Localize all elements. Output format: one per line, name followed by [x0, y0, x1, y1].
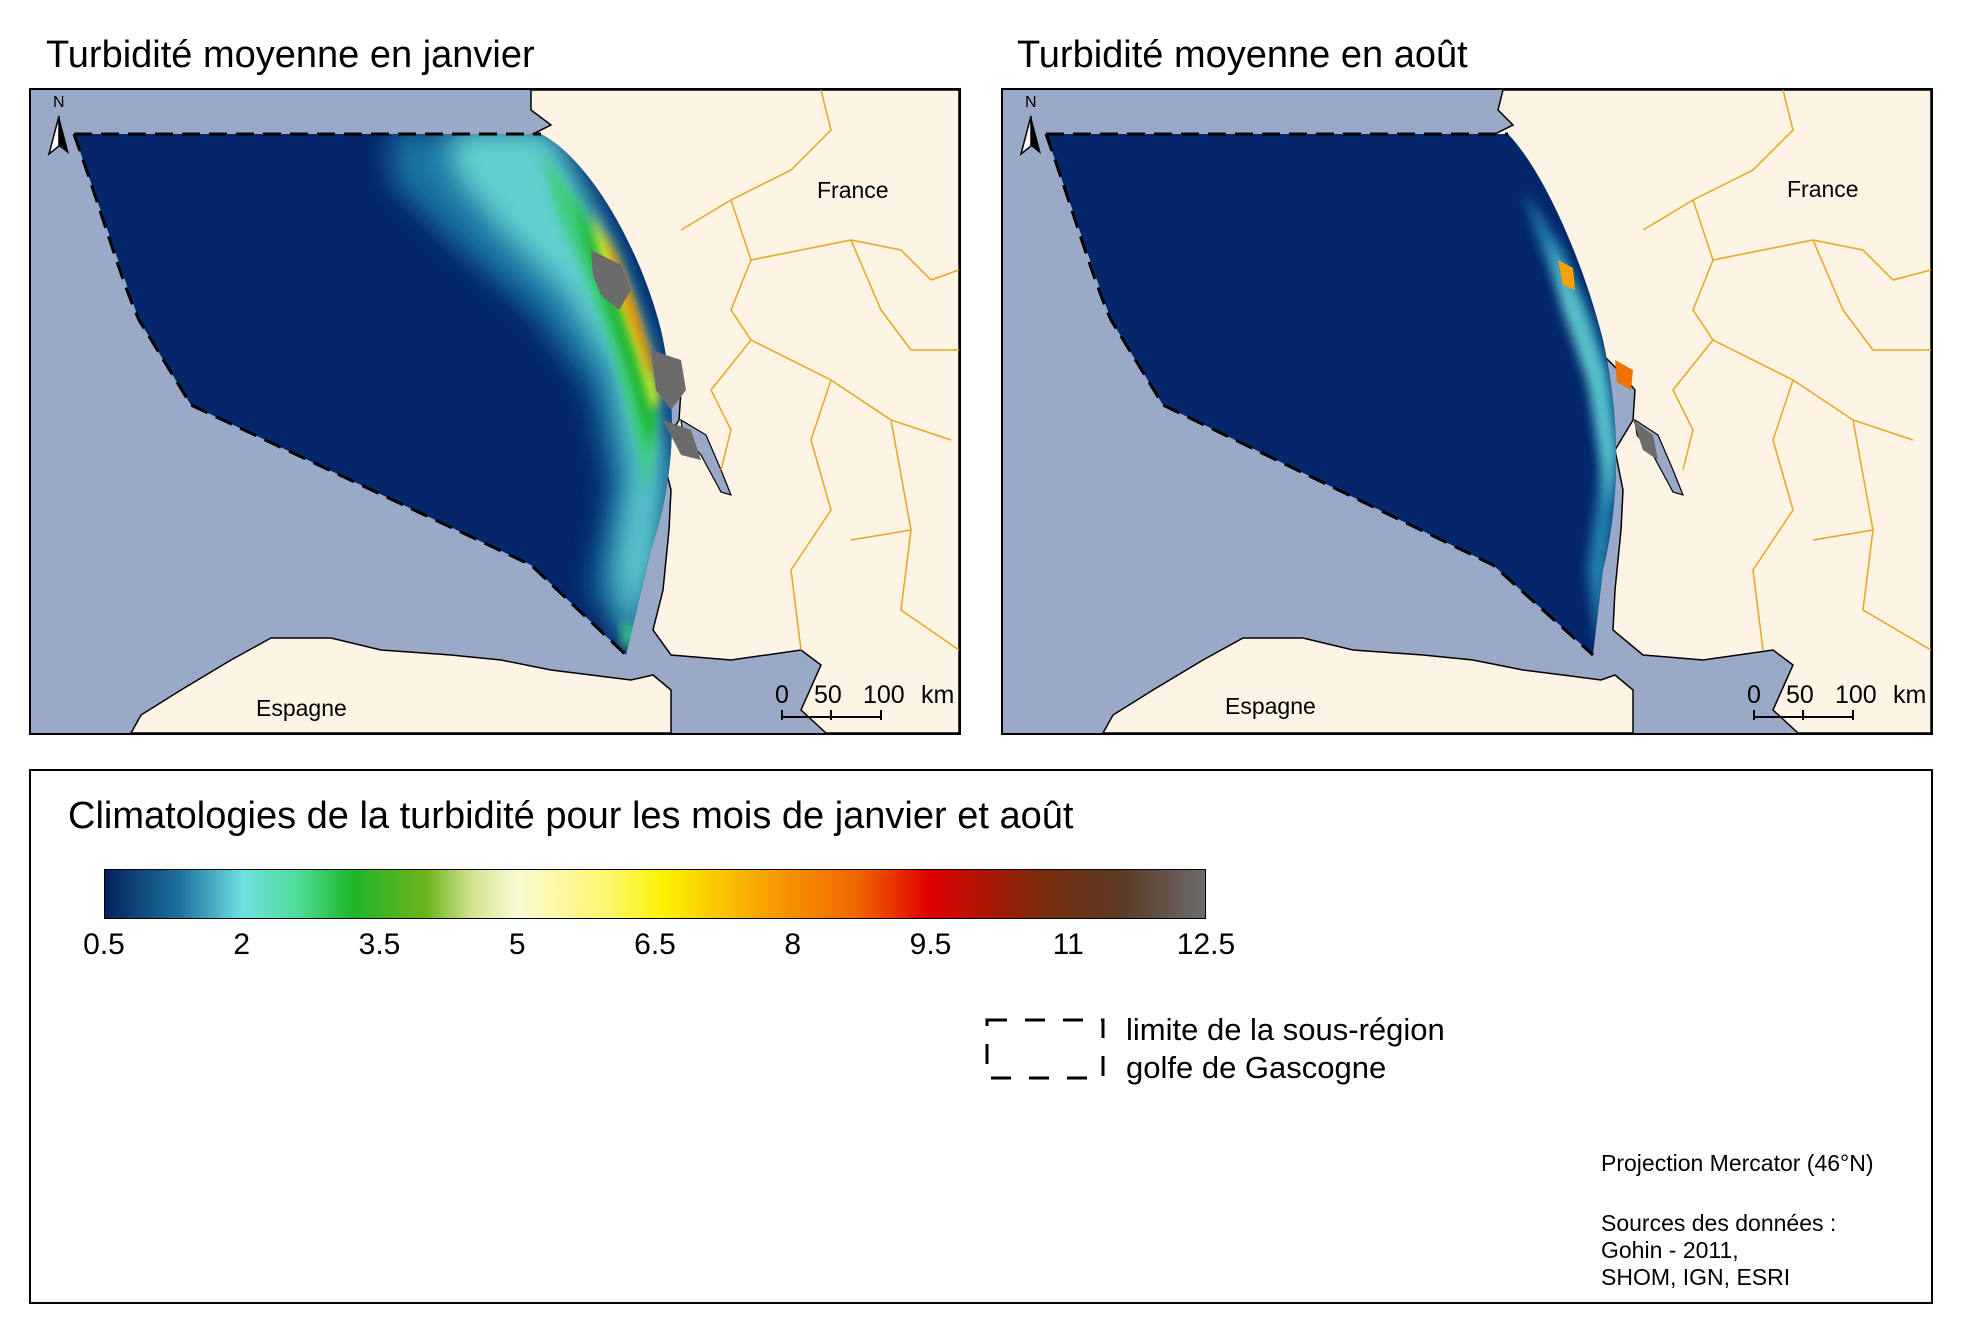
legend-panel: Climatologies de la turbidité pour les m…	[29, 769, 1933, 1304]
scale-bar	[781, 710, 882, 720]
colorbar-tick-label: 11	[1052, 928, 1084, 961]
high-turbidity-zone	[663, 420, 701, 460]
border-lines	[1642, 90, 1931, 651]
north-arrow-icon	[47, 115, 69, 157]
legend-title: Climatologies de la turbidité pour les m…	[68, 795, 1074, 837]
colorbar-tick-label: 6.5	[634, 928, 676, 961]
scale-unit: km	[921, 681, 955, 709]
colorbar-tick-label: 3.5	[358, 928, 401, 961]
north-label: N	[1025, 94, 1037, 111]
sources-line2: Gohin - 2011,	[1601, 1237, 1739, 1263]
subregion-boundary	[72, 132, 628, 657]
label-spain: Espagne	[1225, 693, 1316, 719]
boundary-label-line2: golfe de Gascogne	[1126, 1050, 1387, 1085]
colorbar-tick-label: 9.5	[909, 928, 952, 961]
scale-label-50: 50	[814, 681, 842, 709]
map-august: N France Espagne 0 50 100 km	[1001, 88, 1933, 735]
map-title-january: Turbidité moyenne en janvier	[46, 34, 535, 76]
colorbar-tick-label: 12.5	[1176, 928, 1236, 961]
subregion-boundary	[1044, 132, 1595, 657]
label-france: France	[1787, 176, 1859, 202]
north-arrow-icon	[1019, 115, 1041, 157]
projection-text: Projection Mercator (46°N)	[1601, 1150, 1874, 1176]
map-august-canvas	[1003, 90, 1931, 733]
scale-label-0: 0	[1747, 681, 1761, 709]
high-turbidity-zone	[1615, 360, 1633, 390]
map-title-august: Turbidité moyenne en août	[1017, 34, 1468, 76]
scale-bar	[1753, 710, 1854, 720]
sources-line1: Sources des données :	[1601, 1210, 1837, 1236]
colorbar-tick-label: 5	[508, 928, 526, 961]
high-turbidity-zone	[1558, 260, 1575, 290]
sources-line3: SHOM, IGN, ESRI	[1601, 1264, 1791, 1290]
colorbar-tick-label: 8	[784, 928, 802, 961]
scale-label-50: 50	[1786, 681, 1814, 709]
colorbar-tick-label: 2	[233, 928, 251, 961]
map-january-canvas	[31, 90, 959, 733]
label-france: France	[817, 177, 889, 203]
high-turbidity-zone	[1633, 420, 1658, 460]
boundary-swatch-icon	[985, 1018, 1105, 1080]
boundary-label-line1: limite de la sous-région	[1126, 1012, 1445, 1047]
land-spain	[1102, 637, 1634, 733]
label-spain: Espagne	[256, 695, 347, 721]
scale-label-100: 100	[863, 681, 905, 709]
scale-label-0: 0	[775, 681, 789, 709]
land-spain	[130, 637, 672, 733]
scale-label-100: 100	[1835, 681, 1877, 709]
scale-unit: km	[1893, 681, 1927, 709]
map-january: N France Espagne 0 50 100 km	[29, 88, 961, 735]
high-turbidity-zone	[651, 350, 686, 410]
border-lines	[680, 90, 959, 651]
colorbar-tick-label: 0.5	[83, 928, 125, 961]
north-label: N	[53, 94, 65, 111]
colorbar	[104, 869, 1206, 919]
high-turbidity-zone	[591, 250, 631, 310]
